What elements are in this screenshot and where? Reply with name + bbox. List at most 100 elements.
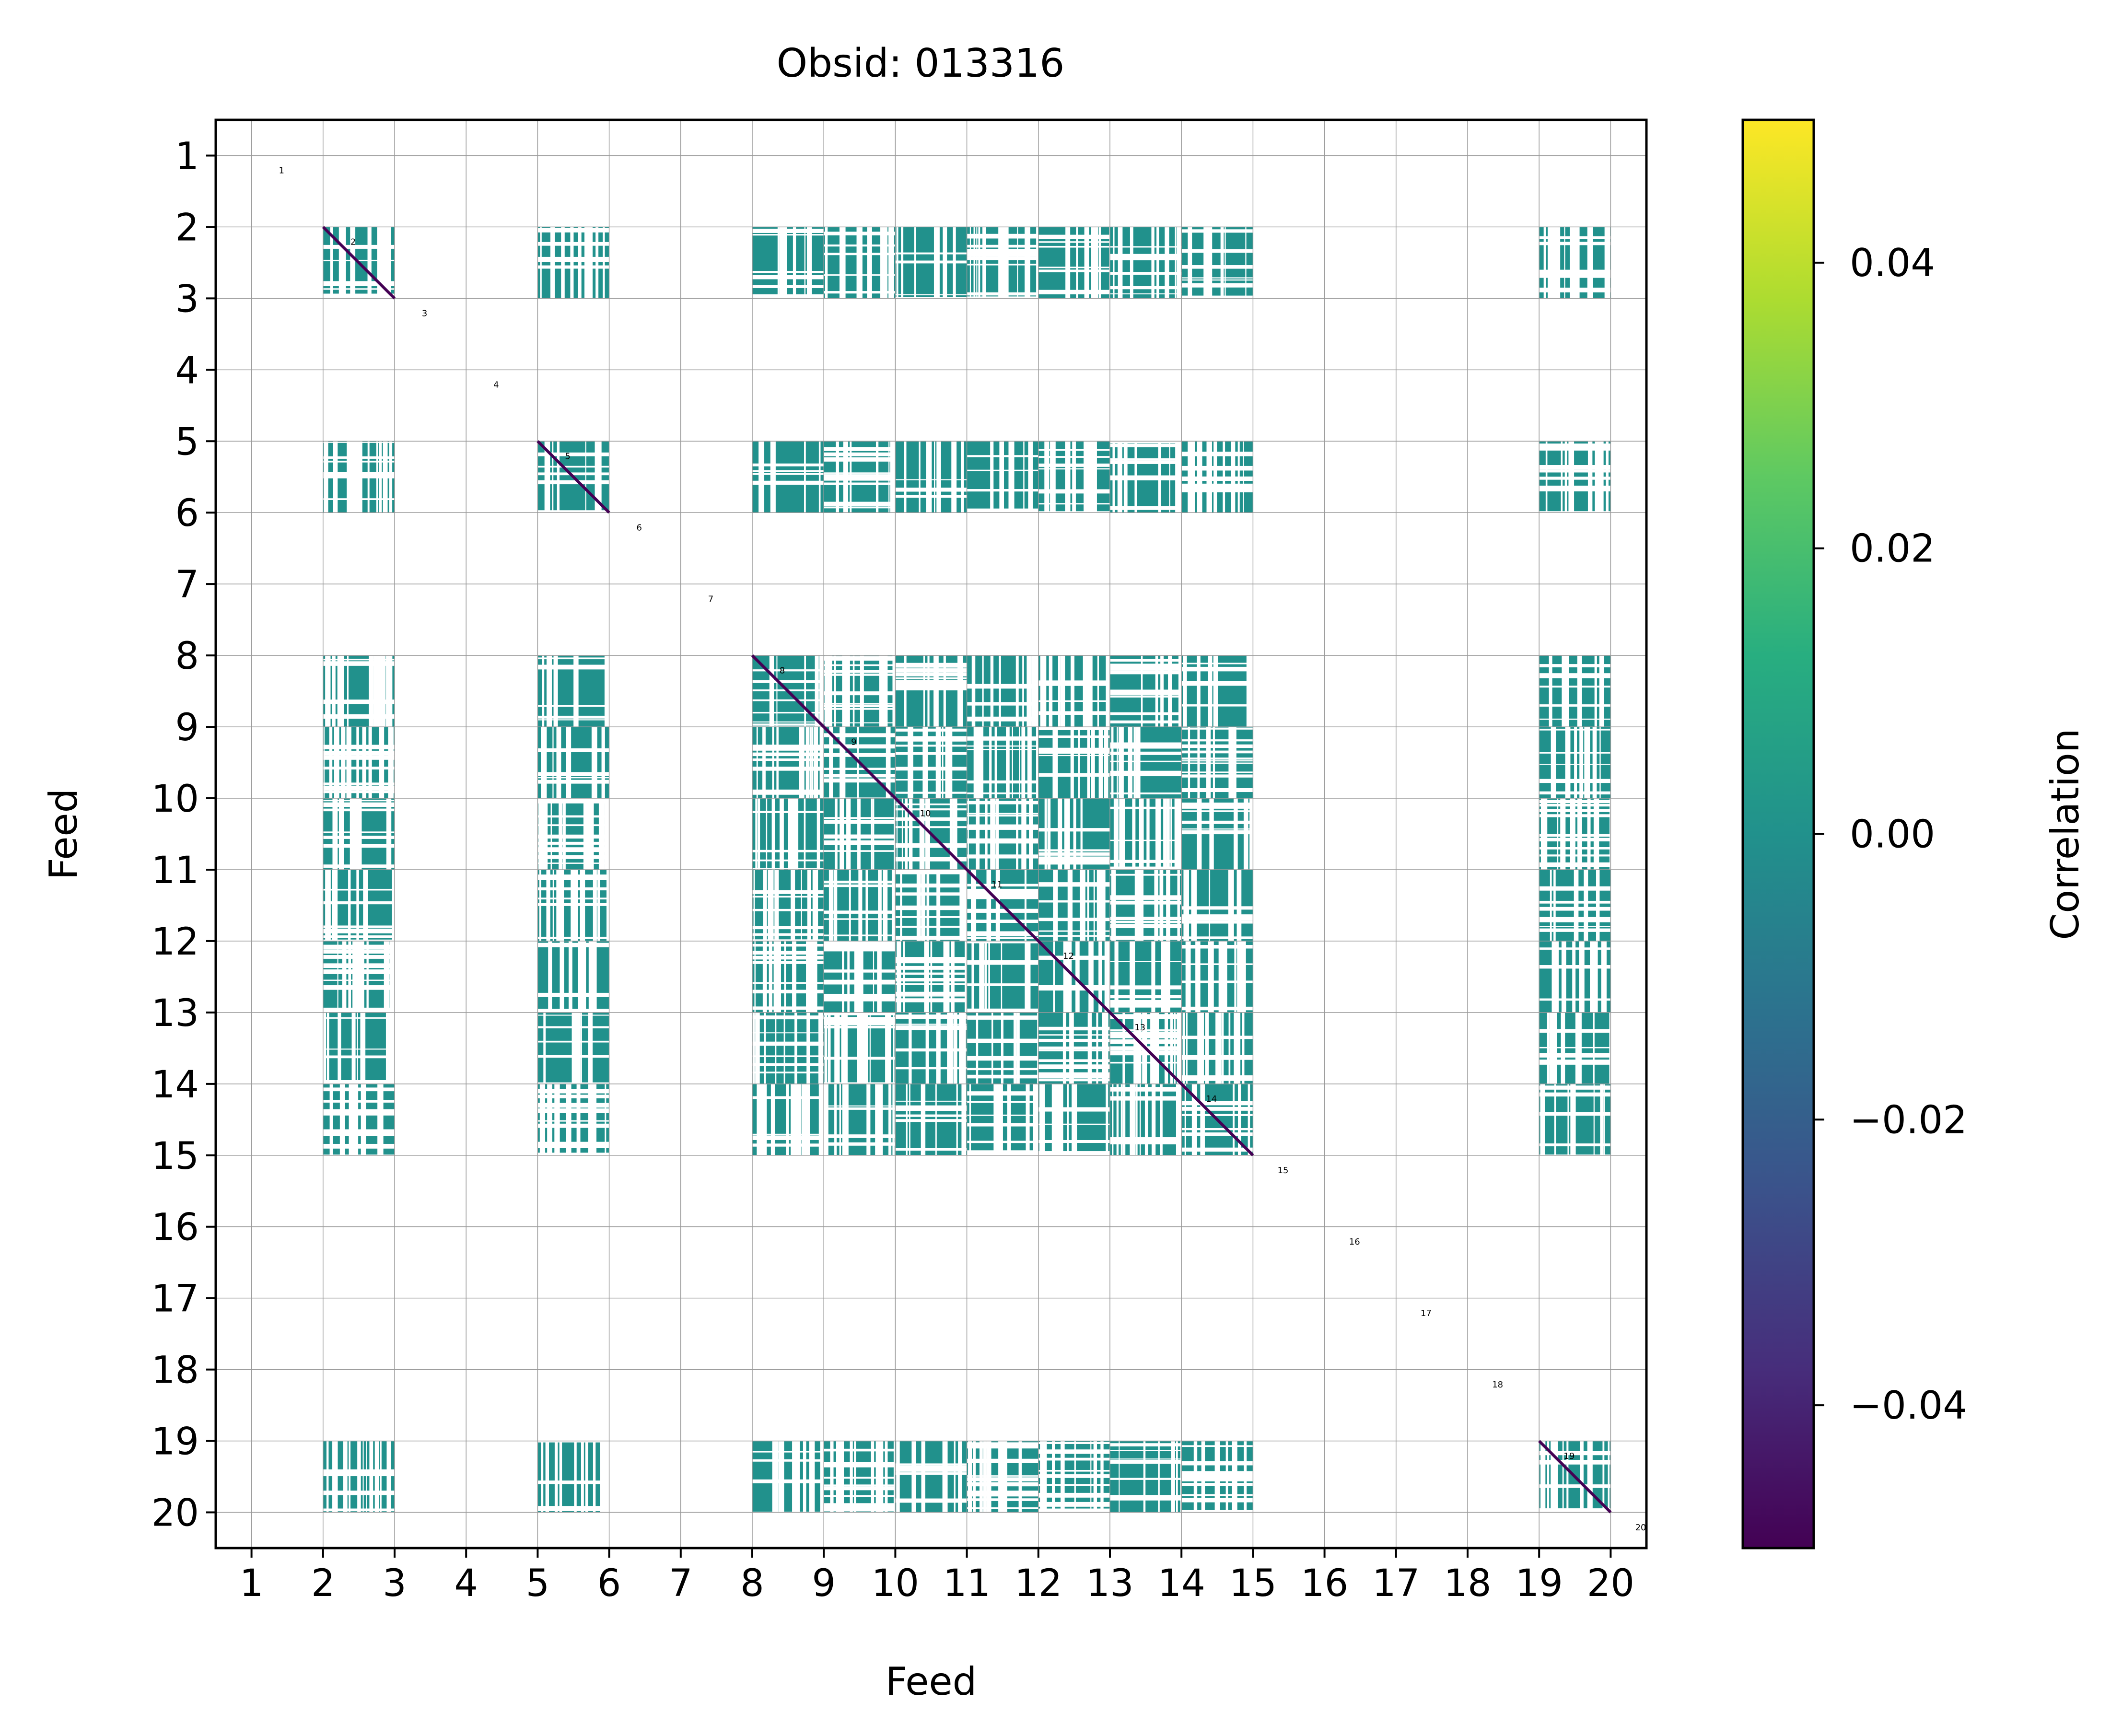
masked-row: [1110, 695, 1182, 698]
masked-column: [840, 727, 846, 799]
masked-row: [1110, 461, 1182, 463]
masked-column: [1554, 227, 1561, 299]
heat-block-9-8: [752, 727, 826, 799]
masked-row: [967, 1477, 1038, 1481]
masked-row: [1181, 1114, 1253, 1116]
masked-column: [1135, 1084, 1138, 1155]
masked-column: [1585, 727, 1590, 799]
masked-row: [895, 992, 967, 995]
masked-row: [895, 870, 967, 874]
masked-column: [540, 1084, 546, 1155]
masked-column: [603, 798, 605, 870]
masked-column: [816, 798, 820, 870]
masked-column: [755, 798, 758, 870]
masked-row: [1110, 874, 1182, 876]
masked-column: [921, 1441, 925, 1513]
masked-column: [338, 227, 344, 299]
masked-row: [895, 998, 967, 1002]
heat-block-14-11: [967, 1084, 1043, 1157]
masked-column: [605, 655, 609, 727]
masked-column: [846, 798, 849, 870]
masked-column: [1222, 1012, 1224, 1084]
masked-row: [752, 1135, 824, 1140]
masked-column: [1083, 655, 1088, 727]
masked-row: [323, 245, 395, 249]
masked-column: [949, 1012, 953, 1084]
masked-column: [886, 655, 888, 727]
masked-row: [1038, 1123, 1110, 1125]
masked-row: [967, 1114, 1038, 1116]
masked-row: [895, 957, 967, 962]
masked-row: [967, 296, 1038, 300]
masked-row: [967, 1444, 1038, 1449]
masked-row: [537, 657, 609, 660]
masked-row: [1110, 772, 1182, 777]
masked-row: [1181, 1147, 1253, 1152]
heat-block-8-11: [967, 655, 1041, 727]
masked-row: [537, 1108, 609, 1111]
masked-row: [1110, 1032, 1182, 1036]
masked-row: [1110, 246, 1182, 248]
masked-row: [1181, 739, 1253, 742]
masked-column: [386, 655, 389, 727]
masked-column: [570, 941, 572, 1013]
x-tick-label-16: 16: [1301, 1562, 1348, 1605]
masked-column: [1228, 1012, 1231, 1084]
masked-row: [967, 931, 1038, 935]
masked-column: [356, 727, 359, 799]
masked-column: [1088, 441, 1091, 513]
block-label-10: 10: [920, 808, 931, 818]
masked-column: [834, 1012, 840, 1084]
masked-row: [967, 253, 1038, 256]
masked-row: [824, 934, 896, 936]
masked-column: [574, 1012, 581, 1084]
masked-column: [877, 941, 881, 1013]
masked-row: [752, 961, 824, 964]
masked-row: [323, 661, 395, 666]
masked-row: [1539, 928, 1611, 932]
masked-column: [897, 941, 901, 1013]
masked-column: [923, 655, 925, 727]
masked-column: [842, 941, 844, 1013]
masked-column: [1024, 869, 1026, 941]
masked-row: [967, 233, 1038, 237]
x-tick-label-9: 9: [812, 1562, 836, 1605]
masked-row: [1539, 1143, 1611, 1147]
masked-column: [350, 798, 354, 870]
masked-column: [1116, 1084, 1119, 1155]
masked-row: [1539, 666, 1611, 667]
masked-row: [895, 1048, 967, 1052]
masked-row: [1110, 742, 1182, 747]
masked-row: [824, 768, 896, 770]
masked-row: [1181, 916, 1253, 921]
masked-column: [1044, 798, 1047, 870]
masked-row: [824, 910, 896, 914]
masked-row: [1038, 735, 1110, 738]
masked-row: [1181, 1475, 1253, 1480]
masked-column: [842, 1084, 848, 1155]
masked-row: [537, 824, 609, 827]
masked-column: [387, 1012, 392, 1084]
masked-column: [560, 941, 564, 1013]
y-tick-label-2: 2: [175, 206, 199, 249]
masked-row: [1110, 1096, 1182, 1101]
masked-column: [379, 727, 385, 799]
masked-column: [338, 798, 344, 870]
masked-column: [367, 227, 372, 299]
masked-row: [824, 1477, 896, 1479]
masked-row: [1110, 1443, 1182, 1446]
heat-block-13-10: [895, 1012, 967, 1084]
masked-column: [930, 941, 933, 1013]
heatmap-cells: [323, 227, 1612, 1515]
masked-row: [1038, 856, 1110, 860]
masked-row: [323, 767, 395, 770]
masked-column: [871, 798, 873, 870]
masked-row: [1539, 1451, 1611, 1453]
masked-row: [824, 452, 896, 456]
masked-column: [996, 1084, 1002, 1155]
masked-column: [378, 1084, 383, 1155]
masked-row: [1539, 764, 1611, 765]
block-label-1: 1: [279, 166, 284, 176]
masked-column: [1166, 798, 1170, 870]
